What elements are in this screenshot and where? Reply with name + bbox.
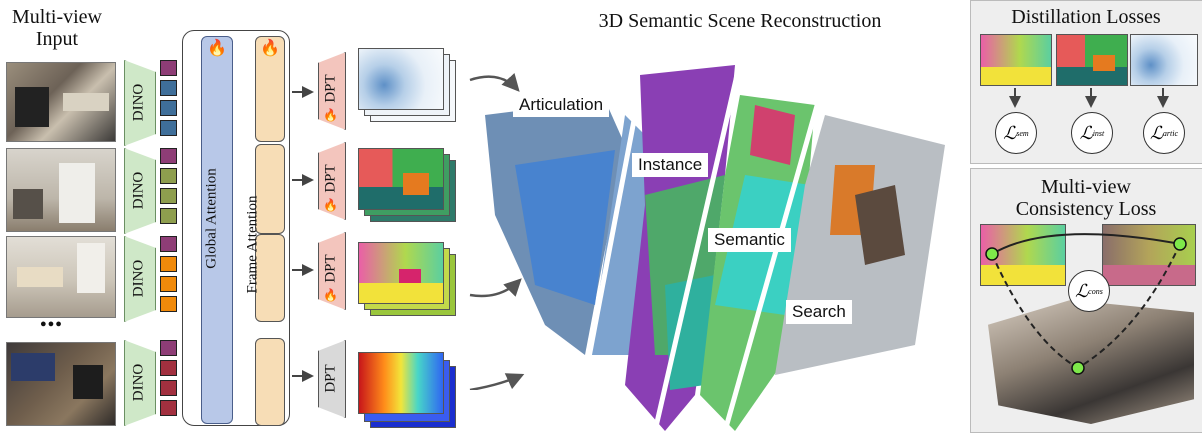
segment-label-instance: Instance bbox=[632, 153, 709, 177]
frame-attention-label: Frame Attention bbox=[244, 195, 261, 294]
token bbox=[160, 256, 177, 272]
token bbox=[160, 120, 177, 136]
segment-label-articulation: Articulation bbox=[513, 93, 610, 117]
frame-attention-bar-4 bbox=[255, 338, 285, 426]
dino-encoder-4 bbox=[124, 340, 156, 426]
input-view-2 bbox=[6, 148, 116, 232]
consistency-view-right bbox=[1102, 224, 1196, 286]
segment-label-search: Search bbox=[786, 300, 852, 324]
fire-icon-frame: 🔥 bbox=[260, 40, 280, 57]
attention-block bbox=[182, 30, 290, 426]
consistency-correspondence bbox=[985, 233, 1187, 375]
token bbox=[160, 80, 177, 96]
consistency-title: Multi-view Consistency Loss bbox=[1015, 176, 1157, 220]
dpt-label-2: DPT bbox=[322, 164, 339, 193]
consistency-pointcloud bbox=[988, 300, 1194, 424]
global-attention-bar bbox=[201, 36, 233, 424]
fire-icon-dpt-2: 🔥 bbox=[323, 198, 338, 212]
distill-map-articulation bbox=[1130, 34, 1198, 86]
token bbox=[160, 236, 177, 252]
dino-encoder-1 bbox=[124, 60, 156, 146]
fire-icon-dpt-3: 🔥 bbox=[323, 288, 338, 302]
distillation-title: Distillation Losses bbox=[1011, 6, 1161, 28]
dino-label-3: DINO bbox=[130, 259, 147, 298]
dpt-label-4: DPT bbox=[322, 364, 339, 393]
arrows-to-dpt bbox=[292, 86, 314, 382]
frame-attention-bar-3 bbox=[255, 234, 285, 322]
more-views-ellipsis: ●●● bbox=[40, 318, 63, 330]
distill-map-instance bbox=[1056, 34, 1128, 86]
token bbox=[160, 148, 177, 164]
dino-label-1: DINO bbox=[130, 83, 147, 122]
token bbox=[160, 208, 177, 224]
dino-encoder-2 bbox=[124, 148, 156, 234]
input-view-1 bbox=[6, 62, 116, 142]
token bbox=[160, 360, 177, 376]
token bbox=[160, 380, 177, 396]
token bbox=[160, 60, 177, 76]
frame-attention-bar-1 bbox=[255, 36, 285, 142]
input-title: Multi-view Input bbox=[12, 6, 102, 50]
distill-arrows bbox=[1009, 88, 1169, 108]
dpt-head-2 bbox=[318, 142, 346, 220]
token bbox=[160, 188, 177, 204]
dino-label-2: DINO bbox=[130, 171, 147, 210]
fire-icon-dpt-1: 🔥 bbox=[323, 108, 338, 122]
global-attention-label: Global Attention bbox=[203, 168, 220, 269]
token bbox=[160, 100, 177, 116]
input-view-4 bbox=[6, 342, 116, 426]
token bbox=[160, 296, 177, 312]
token bbox=[160, 276, 177, 292]
dpt-label-3: DPT bbox=[322, 254, 339, 283]
arrows-to-reconstruction bbox=[469, 72, 525, 390]
dpt-head-1 bbox=[318, 52, 346, 130]
frame-attention-bar-2 bbox=[255, 144, 285, 234]
token bbox=[160, 168, 177, 184]
reconstruction-title: 3D Semantic Scene Reconstruction bbox=[598, 10, 882, 32]
dino-label-4: DINO bbox=[130, 363, 147, 402]
token bbox=[160, 340, 177, 356]
distill-map-semantic bbox=[980, 34, 1052, 86]
segment-label-semantic: Semantic bbox=[708, 228, 791, 252]
dpt-label-1: DPT bbox=[322, 74, 339, 103]
dpt-head-4 bbox=[318, 340, 346, 418]
fire-icon-global: 🔥 bbox=[207, 40, 227, 57]
input-view-3 bbox=[6, 236, 116, 318]
token bbox=[160, 400, 177, 416]
